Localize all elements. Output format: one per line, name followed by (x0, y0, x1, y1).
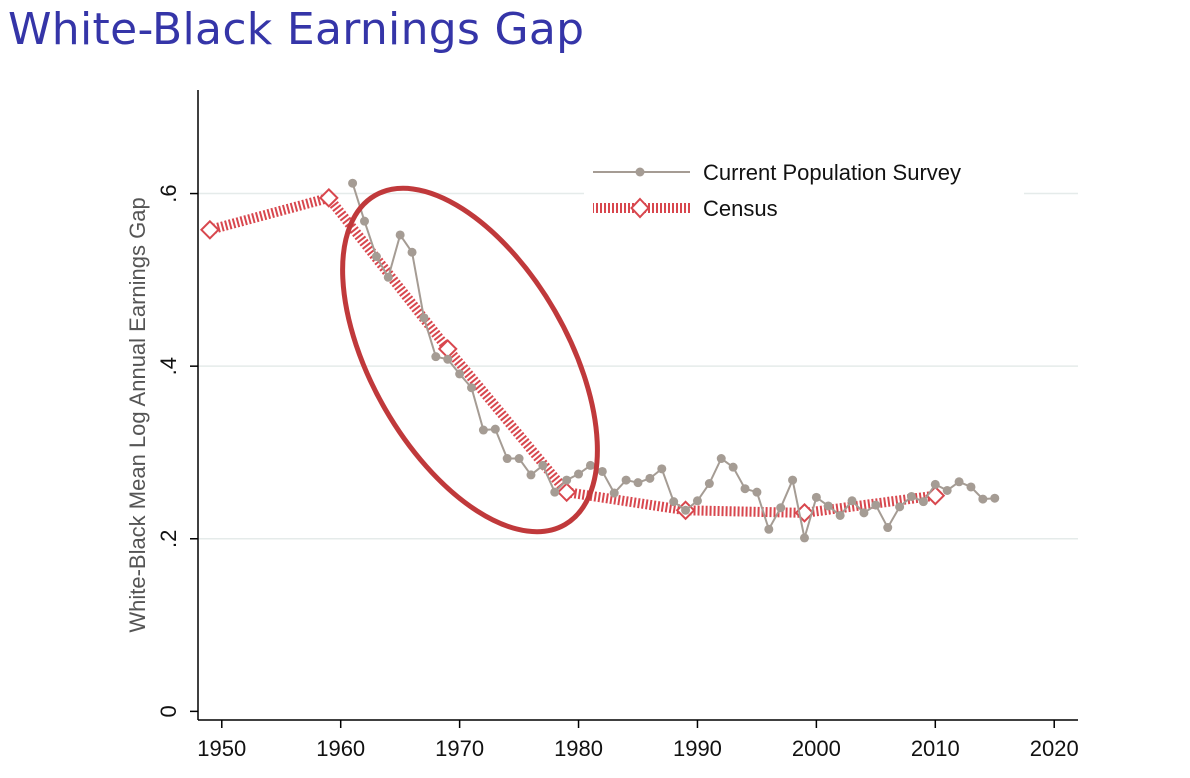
legend-census-marker (630, 197, 650, 219)
x-tick-label-0: 1950 (197, 736, 246, 761)
census-point-1 (318, 187, 339, 208)
cps-point-36 (776, 503, 786, 513)
cps-point-31 (716, 454, 726, 464)
cps-point-49 (930, 479, 940, 489)
cps-point-24 (633, 478, 643, 488)
cps-point-23 (621, 475, 631, 485)
cps-point-37 (788, 475, 798, 485)
cps-point-14 (514, 454, 524, 464)
cps-point-51 (954, 477, 964, 487)
cps-point-26 (657, 464, 667, 474)
cps-point-17 (550, 487, 560, 497)
cps-point-28 (681, 505, 691, 515)
x-tick-label-5: 2000 (792, 736, 841, 761)
cps-point-35 (764, 524, 774, 534)
cps-point-46 (895, 502, 905, 512)
cps-point-8 (443, 354, 453, 364)
cps-point-19 (574, 469, 584, 479)
cps-point-47 (907, 491, 917, 501)
slide-title: White-Black Earnings Gap (8, 4, 585, 55)
cps-point-54 (990, 493, 1000, 503)
cps-point-10 (467, 383, 477, 393)
cps-point-33 (740, 484, 750, 494)
y-tick-label-1: .2 (156, 530, 181, 548)
cps-point-27 (669, 497, 679, 507)
y-axis-title: White-Black Mean Log Annual Earnings Gap (125, 197, 150, 632)
legend-cps-marker (635, 167, 645, 177)
x-tick-label-1: 1960 (316, 736, 365, 761)
y-tick-label-2: .4 (156, 357, 181, 375)
cps-point-43 (859, 508, 869, 518)
cps-point-15 (526, 470, 536, 480)
cps-point-12 (490, 424, 500, 434)
cps-point-1 (359, 216, 369, 226)
x-tick-label-2: 1970 (435, 736, 484, 761)
cps-point-13 (502, 454, 512, 464)
census-segment-2 (443, 345, 571, 496)
cps-point-42 (847, 496, 857, 506)
legend-census-label: Census (703, 196, 778, 221)
x-tick-label-4: 1990 (673, 736, 722, 761)
cps-point-7 (431, 352, 441, 362)
cps-point-5 (407, 247, 417, 257)
y-tick-label-0: 0 (156, 705, 181, 717)
cps-point-25 (645, 473, 655, 483)
census-point-3 (556, 482, 577, 503)
cps-point-39 (811, 492, 821, 502)
y-tick-label-3: .6 (156, 184, 181, 202)
annotation-ellipse (340, 185, 600, 535)
cps-point-50 (942, 485, 952, 495)
cps-point-41 (835, 510, 845, 520)
cps-point-48 (918, 497, 928, 507)
census-segment-4 (685, 505, 805, 518)
census-point-0 (199, 219, 220, 240)
cps-point-0 (348, 178, 358, 188)
cps-point-11 (478, 425, 488, 435)
cps-point-53 (978, 494, 988, 504)
cps-point-18 (562, 475, 572, 485)
cps-point-3 (383, 272, 393, 282)
cps-point-6 (419, 313, 429, 323)
tick-labels: 1950 1960 1970 1980 1990 2000 2010 2020 0 .2 .4 .6 (156, 184, 1079, 761)
census-segment-3 (565, 487, 687, 516)
cps-point-20 (585, 460, 595, 470)
cps-series (348, 178, 1000, 543)
cps-point-4 (395, 230, 405, 240)
legend-background (584, 152, 1024, 232)
census-point-6 (925, 485, 946, 506)
legend-cps-label: Current Population Survey (703, 160, 961, 185)
cps-point-44 (871, 500, 881, 510)
axes (197, 90, 1078, 721)
x-tick-label-6: 2010 (911, 736, 960, 761)
cps-point-29 (692, 496, 702, 506)
cps-point-45 (883, 523, 893, 533)
cps-point-34 (752, 487, 762, 497)
cps-point-32 (728, 462, 738, 472)
census-series (199, 187, 946, 523)
cps-point-21 (597, 466, 607, 476)
cps-point-16 (538, 460, 548, 470)
cps-point-9 (455, 369, 465, 379)
cps-point-38 (799, 533, 809, 543)
x-tick-label-3: 1980 (554, 736, 603, 761)
legend: Current Population Survey Census (584, 152, 1024, 232)
census-segment-0 (208, 193, 331, 235)
cps-point-22 (609, 488, 619, 498)
cps-point-52 (966, 482, 976, 492)
cps-point-30 (704, 479, 714, 489)
cps-point-2 (371, 252, 381, 262)
x-tick-label-7: 2020 (1030, 736, 1079, 761)
cps-point-40 (823, 501, 833, 511)
